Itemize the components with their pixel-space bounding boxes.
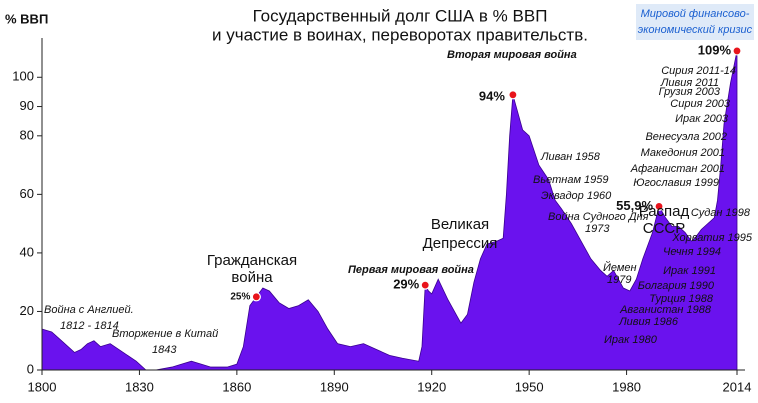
annotation: Депрессия (423, 235, 498, 252)
annotation: Ливия 2011 (660, 77, 719, 89)
annotation: Грузия 2003 (659, 86, 721, 98)
highlight-label: 109% (698, 42, 732, 57)
annotation: Судан 1998 (691, 207, 751, 219)
annotation: 1979 (607, 274, 631, 286)
annotation: 1812 - 1814 (60, 320, 119, 332)
annotation: Ирак 1991 (663, 265, 716, 277)
annotation: 1973 (585, 223, 610, 235)
watermark: экономический кризис (638, 24, 753, 36)
annotation: Турция 1988 (649, 293, 714, 305)
annotation: Вторая мировая война (447, 49, 577, 61)
y-tick-label: 0 (27, 361, 34, 376)
highlight-point (732, 46, 742, 56)
y-axis-label: % ВВП (5, 11, 48, 26)
highlight-point (420, 280, 430, 290)
x-tick-label: 1920 (417, 379, 446, 394)
x-tick-label: 1950 (515, 379, 544, 394)
x-tick-label: 1830 (125, 379, 154, 394)
highlight-point (251, 292, 261, 302)
annotation: Венесуэла 2002 (645, 131, 727, 143)
y-tick-label: 100 (12, 69, 34, 84)
x-tick-label: 1860 (222, 379, 251, 394)
annotation: Афганистан 2001 (630, 163, 725, 175)
annotation: Первая мировая война (348, 264, 474, 276)
highlight-label: 94% (479, 88, 505, 103)
watermark-box (636, 4, 754, 40)
highlight-point (654, 201, 664, 211)
annotation: Эквадор 1960 (541, 190, 612, 202)
watermark: Мировой финансово- (641, 8, 750, 20)
annotation: Война Судного Дня (548, 211, 649, 223)
annotation: Великая (431, 216, 489, 233)
annotation: Гражданская (207, 252, 297, 269)
area (41, 50, 738, 371)
chart-title: и участие в воинах, переворотах правител… (212, 25, 588, 44)
chart-title: Государственный долг США в % ВВП (253, 6, 548, 25)
annotation: Чечня 1994 (663, 246, 721, 258)
annotation: Сирия 2011-14 (661, 65, 736, 77)
x-tick-label: 2014 (723, 379, 752, 394)
y-tick-label: 60 (20, 186, 34, 201)
annotation: Югославия 1999 (633, 177, 719, 189)
highlight-label: 55,9% (616, 198, 653, 213)
annotation: Болгария 1990 (638, 280, 715, 292)
annotation: Авганистан 1988 (619, 304, 712, 316)
annotation: Ливан 1958 (540, 151, 601, 163)
annotation: СССР (643, 220, 686, 237)
annotation: Вторжение в Китай (112, 328, 218, 340)
annotation: Ирак 2003 (675, 113, 729, 125)
annotation: Война с Англией. (44, 304, 134, 316)
annotation: Сирия 2003 (670, 98, 731, 110)
y-tick-label: 80 (20, 127, 34, 142)
annotation: 1843 (152, 344, 177, 356)
x-tick-label: 1800 (28, 379, 57, 394)
highlight-label: 29% (393, 277, 419, 292)
annotation: Йемен (603, 261, 637, 274)
y-tick-label: 90 (20, 98, 34, 113)
annotation: Македония 2001 (641, 147, 725, 159)
annotation: Распад (639, 203, 690, 220)
highlight-label: 25% (230, 291, 250, 302)
annotation: Ирак 1980 (604, 334, 658, 346)
annotation: война (231, 269, 273, 286)
y-tick-label: 40 (20, 244, 34, 259)
x-tick-label: 1980 (612, 379, 641, 394)
annotation: Вьетнам 1959 (533, 174, 609, 186)
x-tick-label: 1890 (320, 379, 349, 394)
y-tick-label: 20 (20, 303, 34, 318)
annotation: Хорватия 1995 (671, 232, 753, 244)
highlight-point (508, 90, 518, 100)
annotation: Ливия 1986 (618, 316, 679, 328)
